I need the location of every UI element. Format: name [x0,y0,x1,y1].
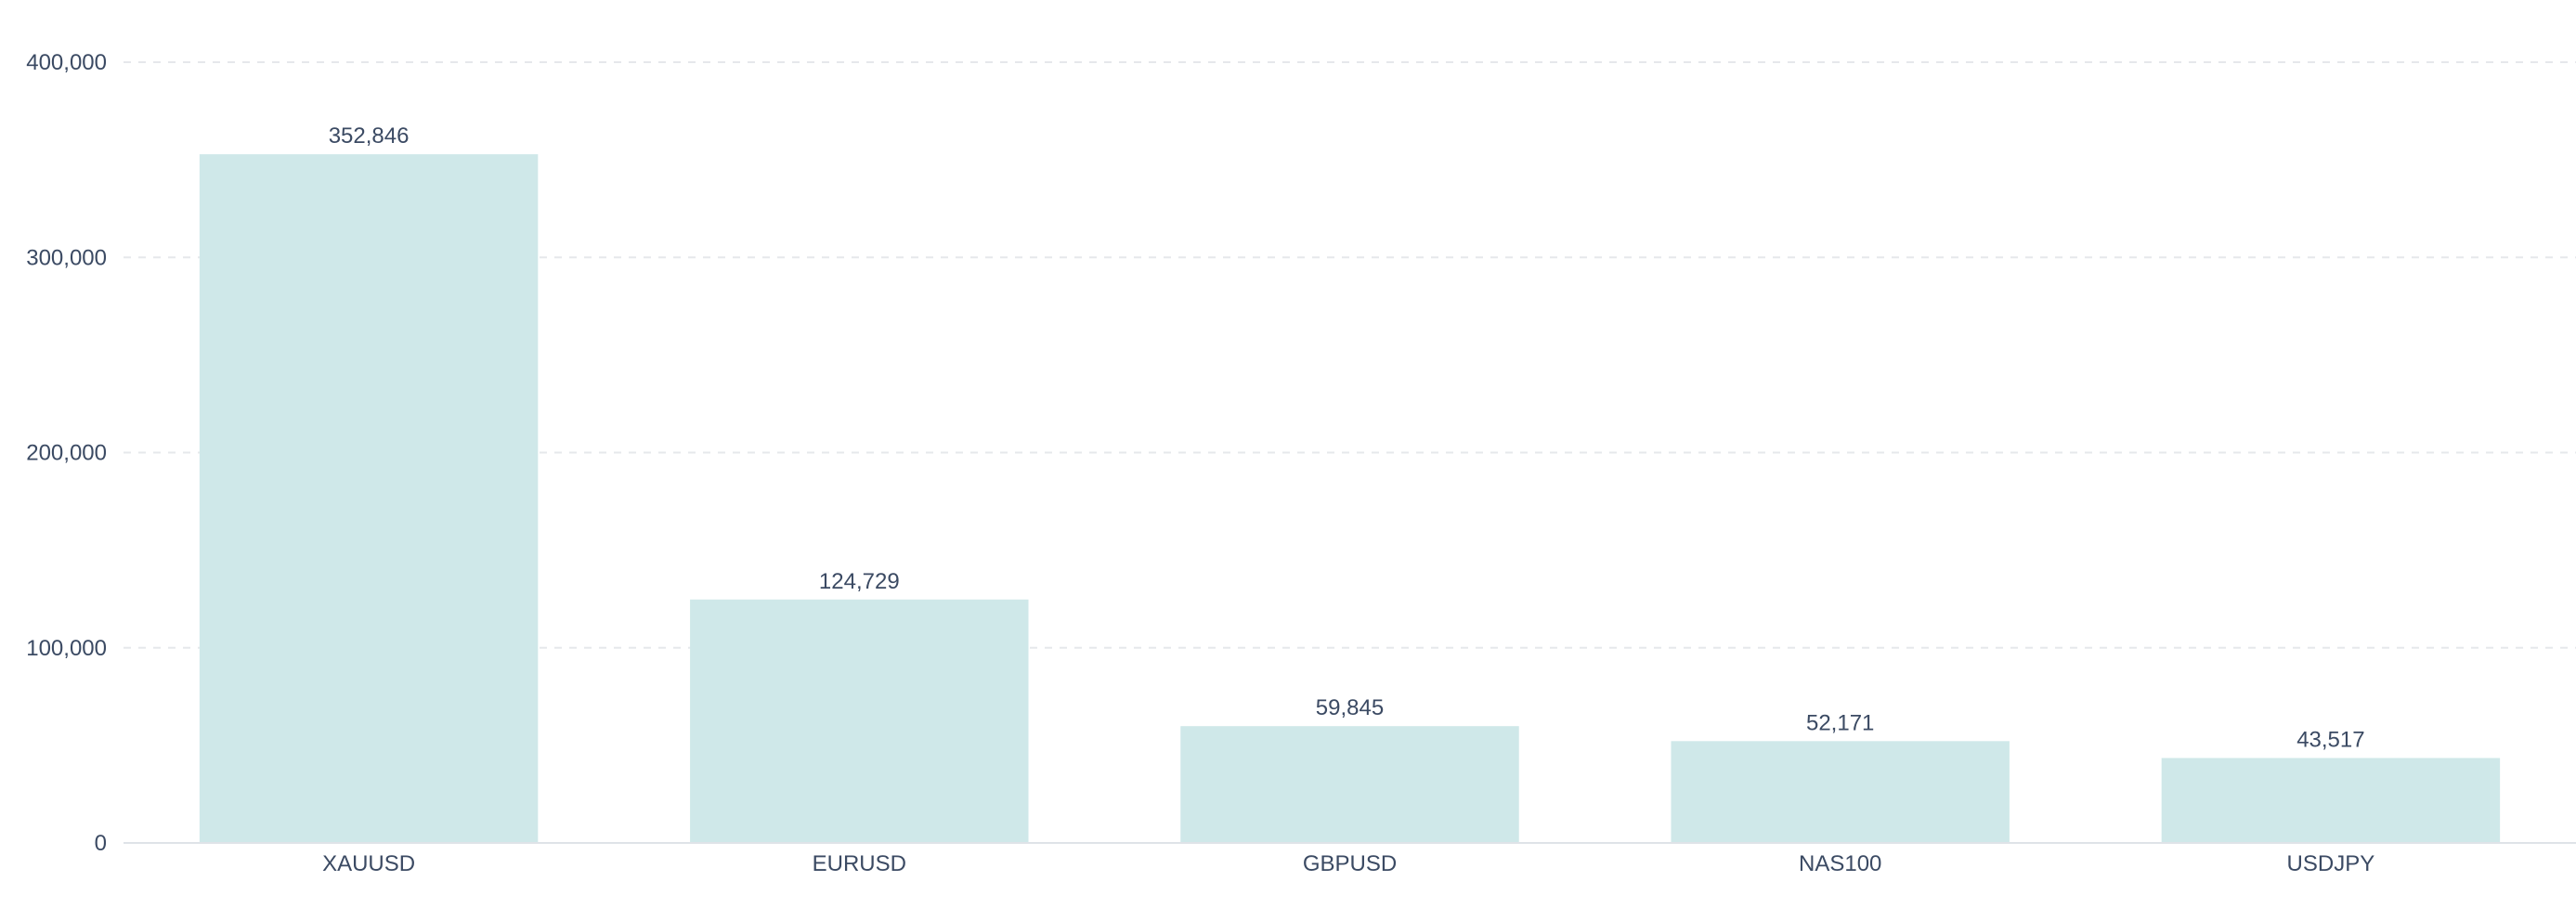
x-category-label: NAS100 [1799,851,1881,876]
data-label: 59,845 [1316,695,1384,720]
y-tick-label: 300,000 [26,245,107,270]
data-label: 52,171 [1806,710,1874,735]
x-category-label: EURUSD [813,851,906,876]
y-tick-label: 100,000 [26,636,107,661]
x-category-label: GBPUSD [1303,851,1397,876]
bar-usdjpy[interactable] [2161,758,2501,843]
data-labels: 352,846 124,729 59,845 52,171 43,517 [329,123,2365,752]
bars [199,154,2501,843]
data-label: 43,517 [2296,728,2364,753]
y-tick-label: 200,000 [26,441,107,466]
x-category-label: USDJPY [2287,851,2375,876]
bar-eurusd[interactable] [690,599,1029,843]
x-category-label: XAUUSD [322,851,415,876]
data-label: 352,846 [329,123,410,149]
x-axis-categories: XAUUSD EURUSD GBPUSD NAS100 USDJPY [322,851,2374,876]
bar-xauusd[interactable] [199,154,539,843]
data-label: 124,729 [819,569,900,594]
bar-nas100[interactable] [1671,741,2010,843]
y-tick-label: 400,000 [26,50,107,75]
y-tick-label: 0 [95,831,107,856]
y-axis-ticks: 0 100,000 200,000 300,000 400,000 [26,50,107,856]
bar-gbpusd[interactable] [1180,726,1519,843]
